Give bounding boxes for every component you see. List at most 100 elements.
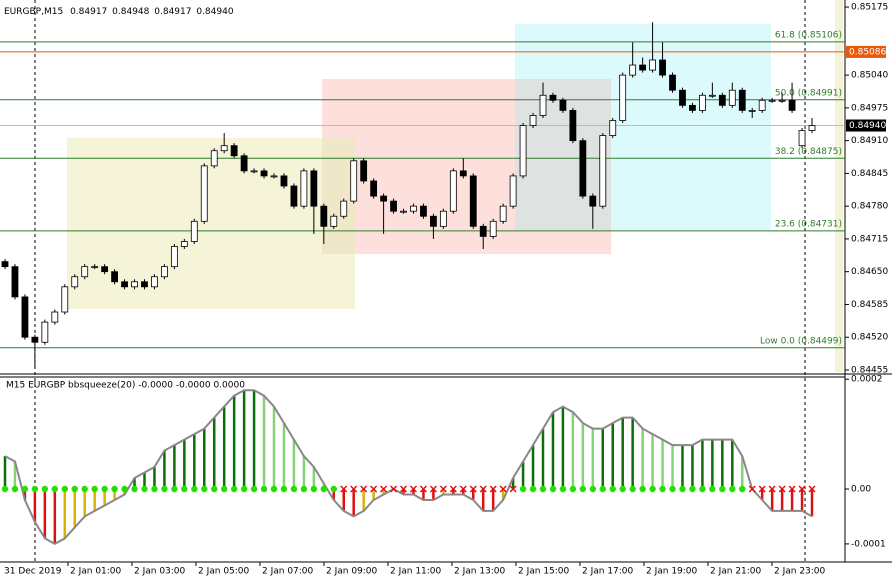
- squeeze-cross: [390, 485, 398, 493]
- candle-body: [489, 220, 497, 237]
- squeeze-cross: [459, 485, 467, 493]
- squeeze-dot: [111, 485, 118, 493]
- squeeze-dot: [300, 485, 308, 493]
- squeeze-dot: [51, 485, 59, 493]
- squeeze-cross: [748, 485, 756, 493]
- candle-body: [569, 109, 577, 142]
- candle-body: [250, 170, 258, 173]
- candle-body: [420, 205, 427, 217]
- candle-body: [619, 74, 627, 121]
- squeeze-dot: [31, 485, 39, 493]
- indicator-title: M15 EURGBP bbsqueeze(20) -0.0000 -0.0000…: [6, 381, 245, 391]
- squeeze-dot: [320, 485, 328, 493]
- candle-body: [141, 281, 148, 288]
- squeeze-cross: [778, 485, 786, 493]
- squeeze-dot: [161, 485, 168, 493]
- x-tick-label: 31 Dec 2019: [4, 567, 62, 577]
- candle-body: [280, 175, 288, 187]
- squeeze-dot: [1, 485, 9, 493]
- squeeze-dot: [589, 485, 597, 493]
- x-tick-label: 2 Jan 13:00: [454, 567, 506, 577]
- squeeze-dot: [260, 485, 268, 493]
- candle-body: [91, 266, 99, 269]
- x-tick-label: 2 Jan 23:00: [774, 567, 826, 577]
- candle-body: [519, 125, 527, 177]
- candle-body: [41, 321, 49, 343]
- squeeze-dot: [270, 485, 278, 493]
- y-tick-label: 0.85175: [851, 3, 888, 13]
- squeeze-cross: [758, 485, 766, 493]
- candle-body: [579, 140, 587, 197]
- squeeze-cross: [370, 485, 378, 493]
- y-tick-label: 0.00: [851, 484, 871, 494]
- candle-body: [350, 160, 358, 202]
- candle-body: [459, 170, 467, 177]
- y-tick-label: 0.84650: [851, 267, 888, 277]
- candle-body: [151, 276, 158, 288]
- candle-body: [200, 165, 208, 222]
- squeeze-cross: [469, 485, 477, 493]
- candle-body: [170, 246, 178, 268]
- squeeze-cross: [489, 485, 497, 493]
- squeeze-dot: [719, 485, 726, 493]
- candle-body: [609, 120, 617, 136]
- squeeze-cross: [499, 485, 507, 493]
- y-tick-label: 0.84455: [851, 365, 888, 375]
- squeeze-dot: [121, 485, 128, 493]
- right-strip: [835, 0, 843, 372]
- candle-body: [778, 99, 786, 102]
- candle-body: [549, 94, 557, 101]
- candle-body: [51, 311, 59, 323]
- squeeze-dot: [181, 485, 188, 493]
- squeeze-dot: [310, 485, 318, 493]
- fib-label: Low 0.0 (0.84499): [760, 336, 842, 346]
- squeeze-dot: [579, 485, 587, 493]
- fib-label: 50.0 (0.84991): [775, 88, 842, 98]
- high-value: 0.84948: [112, 7, 149, 17]
- squeeze-dot: [619, 485, 626, 493]
- squeeze-cross: [808, 485, 816, 493]
- squeeze-cross: [798, 485, 806, 493]
- squeeze-cross: [768, 485, 776, 493]
- histogram-outline: [4, 389, 813, 546]
- squeeze-dot: [599, 485, 606, 493]
- low-value: 0.84917: [154, 7, 191, 17]
- zone-overlap: [322, 138, 355, 254]
- candle-body: [410, 205, 417, 212]
- candle-body: [21, 296, 29, 338]
- candle-body: [539, 94, 547, 116]
- candle-body: [81, 266, 89, 278]
- squeeze-dot: [91, 485, 98, 493]
- squeeze-dot: [609, 485, 616, 493]
- squeeze-dot: [649, 485, 656, 493]
- squeeze-cross: [419, 485, 427, 493]
- candle-body: [11, 266, 19, 298]
- squeeze-dot: [41, 485, 49, 493]
- candle-body: [1, 261, 9, 268]
- y-tick-label: -0.0001: [851, 539, 886, 549]
- squeeze-cross: [350, 485, 358, 493]
- y-tick-label: 0.84780: [851, 202, 888, 212]
- squeeze-dot: [101, 485, 108, 493]
- candle-body: [798, 130, 806, 147]
- marker-box: [846, 45, 886, 58]
- x-tick-label: 2 Jan 09:00: [326, 567, 378, 577]
- candle-body: [300, 170, 308, 207]
- open-value: 0.84917: [70, 7, 107, 17]
- candle-body: [360, 160, 368, 182]
- squeeze-dot: [71, 485, 78, 493]
- squeeze-dot: [539, 485, 547, 493]
- squeeze-cross: [509, 485, 517, 493]
- x-tick-label: 2 Jan 15:00: [518, 567, 570, 577]
- candle-body: [121, 281, 128, 288]
- squeeze-dot: [529, 485, 537, 493]
- squeeze-dot: [220, 485, 228, 493]
- candle-body: [708, 94, 716, 97]
- squeeze-cross: [409, 485, 418, 493]
- candle-body: [808, 125, 816, 131]
- squeeze-cross: [380, 485, 388, 493]
- squeeze-dot: [569, 485, 577, 493]
- x-tick-label: 2 Jan 19:00: [646, 567, 698, 577]
- squeeze-dot: [659, 485, 666, 493]
